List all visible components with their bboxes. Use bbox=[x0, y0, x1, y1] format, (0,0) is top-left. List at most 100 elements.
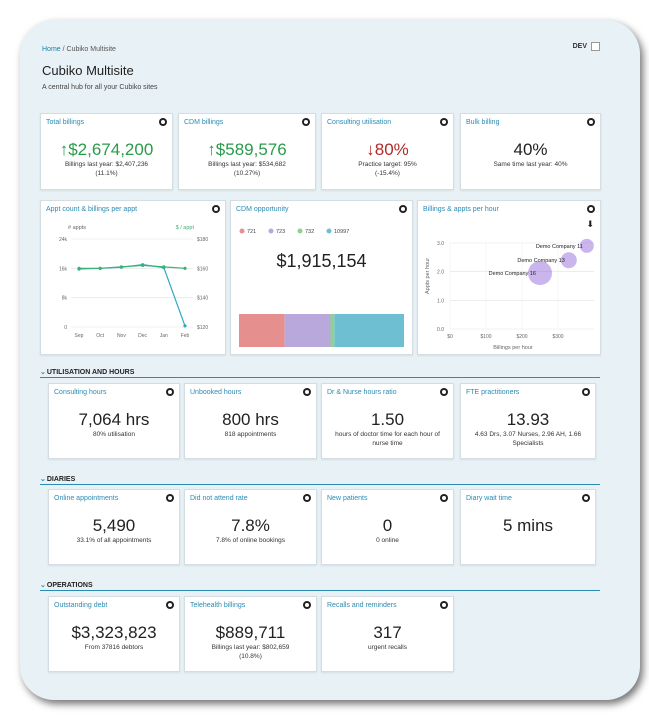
info-icon[interactable] bbox=[440, 494, 448, 502]
scatter-point bbox=[528, 261, 552, 286]
info-icon[interactable] bbox=[166, 388, 174, 396]
page-subtitle: A central hub for all your Cubiko sites bbox=[42, 84, 158, 91]
info-icon[interactable] bbox=[440, 601, 448, 609]
arrow-down-icon: ↓ bbox=[366, 140, 375, 159]
breadcrumb-current: Cubiko Multisite bbox=[66, 46, 116, 53]
did-not-attend-card[interactable]: Did not attend rate 7.8% 7.8% of online … bbox=[184, 489, 317, 565]
consulting-hours-card[interactable]: Consulting hours 7,064 hrs 80% utilisati… bbox=[48, 383, 180, 459]
dev-label: DEV bbox=[572, 43, 587, 50]
x-tick: Feb bbox=[181, 333, 190, 339]
card-title: Bulk billing bbox=[466, 119, 500, 126]
download-icon[interactable]: ⬇ bbox=[586, 219, 594, 229]
breadcrumb-home-link[interactable]: Home bbox=[42, 46, 61, 53]
x-tick: $200 bbox=[516, 334, 527, 340]
billings-appts-chart-card[interactable]: Billings & appts per hour ⬇ Billings per… bbox=[417, 200, 601, 355]
consulting-utilisation-card[interactable]: Consulting utilisation ↓80% Practice tar… bbox=[321, 113, 454, 190]
y-tick-right: $180 bbox=[197, 237, 208, 243]
kpi-value: 40% bbox=[513, 140, 548, 159]
cdm-opportunity-value: $1,915,154 bbox=[276, 251, 367, 271]
card-title: Appt count & billings per appt bbox=[46, 206, 138, 213]
kpi-value: 1.50 bbox=[370, 410, 405, 429]
unbooked-hours-card[interactable]: Unbooked hours 800 hrs 818 appointments bbox=[184, 383, 317, 459]
info-icon[interactable] bbox=[303, 601, 311, 609]
card-title: Did not attend rate bbox=[190, 495, 248, 502]
telehealth-billings-card[interactable]: Telehealth billings $889,711 Billings la… bbox=[184, 596, 317, 672]
info-icon[interactable] bbox=[303, 494, 311, 502]
y-tick-left: 16k bbox=[59, 266, 68, 272]
legend-per-appt: $ / appt bbox=[176, 225, 195, 231]
kpi-value: 5,490 bbox=[92, 516, 136, 535]
cdm-billings-card[interactable]: CDM billings ↑$589,576 Billings last yea… bbox=[178, 113, 316, 190]
kpi-subtext: 33.1% of all appointments bbox=[76, 537, 152, 544]
kpi-value: 800 hrs bbox=[222, 410, 279, 429]
card-title: CDM billings bbox=[184, 119, 224, 126]
info-icon[interactable] bbox=[159, 118, 167, 126]
per-appt-point bbox=[141, 263, 145, 267]
kpi-value: ↓80% bbox=[366, 140, 409, 159]
info-icon[interactable] bbox=[303, 388, 311, 396]
info-icon[interactable] bbox=[212, 205, 220, 213]
card-title: Telehealth billings bbox=[190, 602, 246, 609]
dev-toggle[interactable]: DEV bbox=[573, 42, 600, 51]
y-tick-right: $160 bbox=[197, 266, 208, 272]
info-icon[interactable] bbox=[587, 118, 595, 126]
cdm-bar-segment bbox=[284, 314, 331, 347]
kpi-subtext: 7.8% of online bookings bbox=[215, 537, 286, 544]
x-tick: $100 bbox=[480, 334, 491, 340]
kpi-value: 7.8% bbox=[231, 516, 270, 535]
dr-nurse-ratio-card[interactable]: Dr & Nurse hours ratio 1.50 hours of doc… bbox=[321, 383, 454, 459]
cdm-opportunity-card[interactable]: CDM opportunity 721 723 732 10997 $1,915,15… bbox=[230, 200, 413, 355]
info-icon[interactable] bbox=[302, 118, 310, 126]
series-per-appt-line bbox=[79, 264, 186, 269]
kpi-subtext: From 37816 debtors bbox=[84, 644, 144, 651]
card-title: Billings & appts per hour bbox=[423, 206, 499, 213]
bulk-billing-card[interactable]: Bulk billing 40% Same time last year: 40… bbox=[460, 113, 601, 190]
per-appt-point bbox=[77, 266, 81, 270]
info-icon[interactable] bbox=[166, 601, 174, 609]
y-axis-label: Appts per hour bbox=[425, 258, 431, 294]
y-tick: 2.0 bbox=[437, 270, 444, 276]
kpi-subtext: urgent recalls bbox=[367, 644, 408, 651]
info-icon[interactable] bbox=[440, 118, 448, 126]
info-icon[interactable] bbox=[587, 205, 595, 213]
dev-checkbox[interactable] bbox=[591, 42, 600, 51]
kpi-subtext: 80% utilisation bbox=[93, 431, 135, 438]
legend-dot bbox=[326, 228, 332, 234]
recalls-reminders-card[interactable]: Recalls and reminders 317 urgent recalls bbox=[321, 596, 454, 672]
info-icon[interactable] bbox=[399, 205, 407, 213]
fte-practitioners-card[interactable]: FTE practitioners 13.93 4.63 Drs, 3.07 N… bbox=[460, 383, 596, 459]
appts-point bbox=[183, 324, 187, 328]
new-patients-card[interactable]: New patients 0 0 online bbox=[321, 489, 454, 565]
x-tick: Sep bbox=[75, 333, 84, 339]
section-operations[interactable]: ⌄OPERATIONS bbox=[40, 581, 600, 591]
cdm-bar-segment bbox=[334, 314, 404, 347]
kpi-subtext: Practice target: 95% (-15.4%) bbox=[358, 161, 417, 177]
appt-count-chart-card[interactable]: Appt count & billings per appt # appts $… bbox=[40, 200, 226, 355]
card-title: Dr & Nurse hours ratio bbox=[327, 389, 397, 396]
y-tick-left: 8k bbox=[62, 296, 68, 302]
outstanding-debt-card[interactable]: Outstanding debt $3,323,823 From 37816 d… bbox=[48, 596, 180, 672]
per-appt-point bbox=[162, 265, 166, 269]
cdm-bar-segment bbox=[330, 314, 335, 347]
diary-wait-time-card[interactable]: Diary wait time 5 mins bbox=[460, 489, 596, 565]
per-appt-point bbox=[183, 266, 187, 270]
total-billings-card[interactable]: Total billings ↑$2,674,200 Billings last… bbox=[40, 113, 173, 190]
kpi-value: ↑$2,674,200 bbox=[59, 140, 154, 159]
online-appointments-card[interactable]: Online appointments 5,490 33.1% of all a… bbox=[48, 489, 180, 565]
card-title: Consulting hours bbox=[54, 389, 107, 396]
scatter-point bbox=[579, 238, 594, 253]
cdm-bar-segment bbox=[239, 314, 285, 347]
info-icon[interactable] bbox=[166, 494, 174, 502]
section-diaries[interactable]: ⌄DIARIES bbox=[40, 475, 600, 485]
info-icon[interactable] bbox=[582, 388, 590, 396]
kpi-value: 5 mins bbox=[502, 516, 554, 535]
kpi-subtext: 818 appointments bbox=[224, 431, 277, 438]
info-icon[interactable] bbox=[440, 388, 448, 396]
billings-appts-chart: Billings per hour Appts per hour 3.0 2.0 1… bbox=[425, 238, 594, 351]
info-icon[interactable] bbox=[582, 494, 590, 502]
section-utilisation[interactable]: ⌄UTILISATION AND HOURS bbox=[40, 368, 600, 378]
legend-label: 723 bbox=[276, 229, 285, 235]
kpi-value: 13.93 bbox=[506, 410, 550, 429]
y-tick-left: 0 bbox=[64, 325, 67, 331]
x-tick: Nov bbox=[117, 333, 126, 339]
